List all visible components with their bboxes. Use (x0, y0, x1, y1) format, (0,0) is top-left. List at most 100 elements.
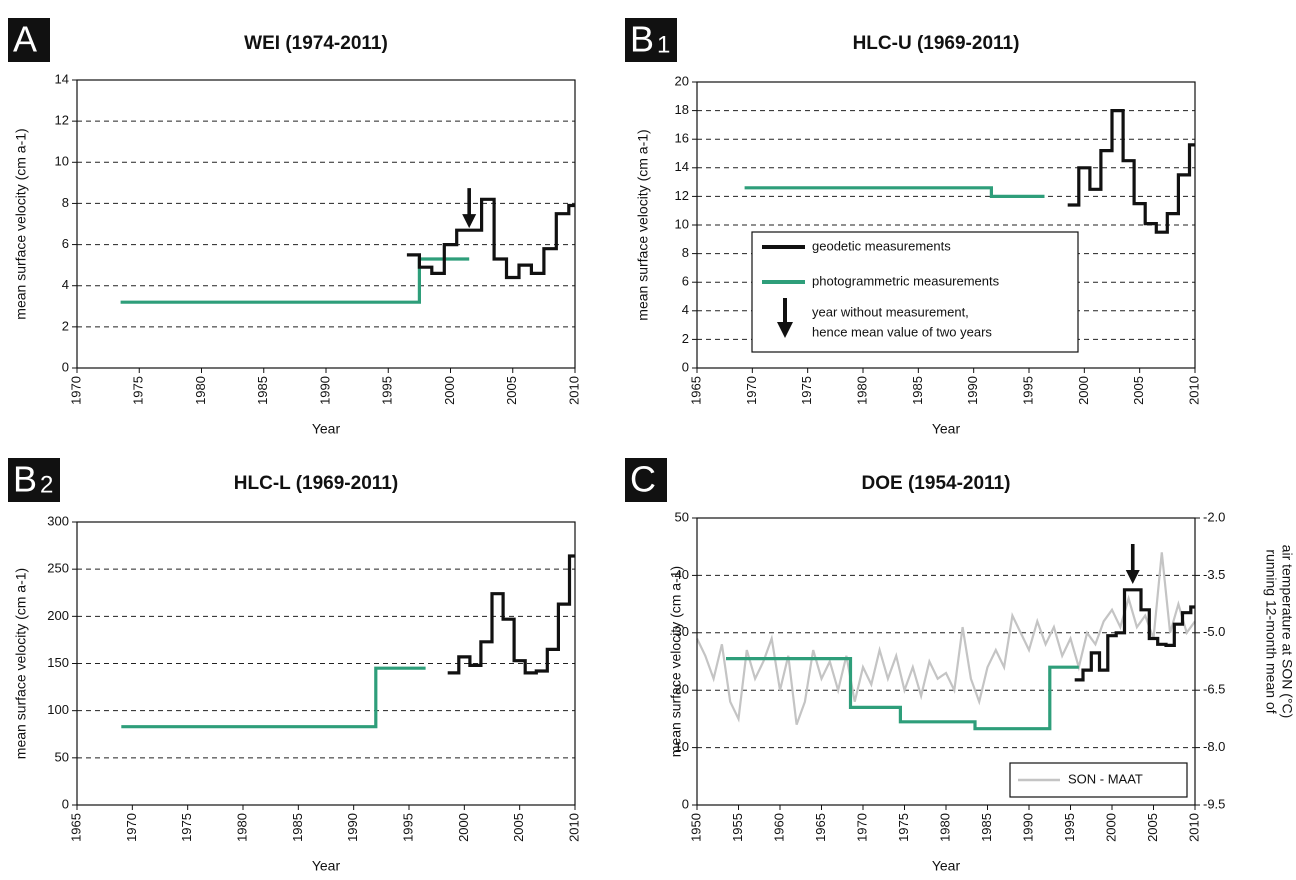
y-tick-label: 40 (675, 567, 689, 582)
x-tick-label: 1965 (68, 813, 83, 842)
velocity-line (744, 186, 1045, 198)
legend-box (751, 231, 1079, 353)
panel-label-index: 1 (657, 31, 670, 58)
x-tick-label: 1980 (854, 376, 869, 405)
x-tick-label: 1985 (255, 376, 270, 405)
y-tick-label: 0 (682, 359, 689, 374)
plot-frame (76, 79, 576, 369)
x-axis-label: Year (932, 421, 961, 437)
y-tick-label: 18 (675, 102, 689, 117)
panel-label: C (630, 459, 656, 500)
y-axis-label: mean surface velocity (cm a-1) (13, 568, 29, 759)
chart-panel: C DOE (1954-2011) 0 10 20 30 40 50 -9.5 -8.0 -6.5 -… (625, 458, 1295, 874)
panel-label-index: 2 (40, 471, 53, 498)
y2-tick-label: -2.0 (1203, 509, 1225, 524)
x-tick-label: 2000 (1076, 376, 1091, 405)
x-tick-label: 1955 (730, 813, 745, 842)
x-tick-label: 1985 (910, 376, 925, 405)
y-tick-label: 10 (675, 739, 689, 754)
panel-label: A (13, 19, 37, 60)
y-tick-label: 0 (62, 359, 69, 374)
legend-label: photogrammetric measurements (812, 273, 1000, 288)
gap-arrow (1125, 544, 1140, 585)
legend: geodetic measurements photogrammetric mea… (751, 231, 1079, 353)
chart-title: HLC-L (1969-2011) (234, 473, 398, 494)
x-tick-label: 1970 (68, 376, 83, 405)
x-tick-label: 2010 (566, 376, 581, 405)
y-tick-label: 30 (675, 624, 689, 639)
chart-panel: B 2 HLC-L (1969-2011) 0 50 100 150 200 250 300 196… (8, 458, 581, 874)
x-tick-label: 2010 (1186, 376, 1201, 405)
panel-label: B (630, 19, 654, 60)
x-tick-label: 1950 (688, 813, 703, 842)
y-tick-label: 10 (55, 154, 69, 169)
velocity-line (1074, 588, 1195, 682)
y-tick-label: 250 (47, 561, 69, 576)
y-tick-label: 14 (55, 71, 69, 86)
y-tick-label: 0 (62, 796, 69, 811)
x-axis-label: Year (312, 858, 341, 874)
legend: SON - MAAT (1009, 762, 1188, 798)
x-tick-label: 1985 (979, 813, 994, 842)
x-tick-label: 1965 (813, 813, 828, 842)
panel-label-box (8, 18, 50, 62)
y-tick-label: 20 (675, 682, 689, 697)
plot-frame (696, 81, 1196, 369)
panel-label-box (8, 458, 60, 502)
y2-tick-label: -6.5 (1203, 682, 1225, 697)
x-tick-label: 1990 (1020, 813, 1035, 842)
x-tick-label: 1970 (854, 813, 869, 842)
x-tick-label: 1975 (131, 376, 146, 405)
plot-frame (76, 521, 576, 806)
x-tick-label: 1995 (1062, 813, 1077, 842)
y-tick-label: 50 (55, 749, 69, 764)
x-tick-label: 1975 (179, 813, 194, 842)
x-tick-label: 1975 (799, 376, 814, 405)
x-tick-label: 1990 (965, 376, 980, 405)
x-tick-label: 2000 (1103, 813, 1118, 842)
y-tick-label: 12 (55, 113, 69, 128)
x-tick-label: 1965 (688, 376, 703, 405)
x-tick-label: 2005 (1131, 376, 1146, 405)
y2-tick-label: -9.5 (1203, 796, 1225, 811)
y-tick-label: 6 (682, 274, 689, 289)
y2-tick-label: -5.0 (1203, 624, 1225, 639)
x-tick-label: 2000 (442, 376, 457, 405)
legend-note: hence mean value of two years (812, 324, 992, 339)
panel-label: B (13, 459, 37, 500)
x-axis-label: Year (312, 421, 341, 437)
x-tick-label: 1990 (317, 376, 332, 405)
x-tick-label: 1995 (1020, 376, 1035, 405)
y2-tick-label: -3.5 (1203, 567, 1225, 582)
y-tick-label: 8 (62, 195, 69, 210)
chart-title: WEI (1974-2011) (244, 33, 388, 54)
x-tick-label: 1985 (290, 813, 305, 842)
x-tick-label: 1970 (124, 813, 139, 842)
panel-label-box (625, 458, 667, 502)
legend-arrow (777, 298, 793, 338)
y-axis-label: mean surface velocity (cm a-1) (13, 128, 29, 319)
x-tick-label: 1960 (771, 813, 786, 842)
chart-title: HLC-U (1969-2011) (853, 33, 1020, 54)
y-tick-label: 16 (675, 131, 689, 146)
y2-axis-label: air temperature at SON (°C) (1279, 545, 1295, 719)
y-tick-label: 4 (682, 302, 689, 317)
x-tick-label: 1975 (896, 813, 911, 842)
x-tick-label: 1970 (744, 376, 759, 405)
x-tick-label: 1980 (234, 813, 249, 842)
velocity-line (726, 657, 1079, 731)
y-axis-label: mean surface velocity (cm a-1) (668, 566, 684, 757)
y-tick-label: 6 (62, 236, 69, 251)
x-tick-label: 1990 (345, 813, 360, 842)
y-tick-label: 20 (675, 73, 689, 88)
y-tick-label: 10 (675, 216, 689, 231)
panel-label-box (625, 18, 677, 62)
x-tick-label: 2005 (511, 813, 526, 842)
x-tick-label: 2010 (1186, 813, 1201, 842)
x-tick-label: 1980 (937, 813, 952, 842)
legend-label: geodetic measurements (812, 238, 951, 253)
y-tick-label: 100 (47, 702, 69, 717)
chart-title: DOE (1954-2011) (862, 473, 1011, 494)
